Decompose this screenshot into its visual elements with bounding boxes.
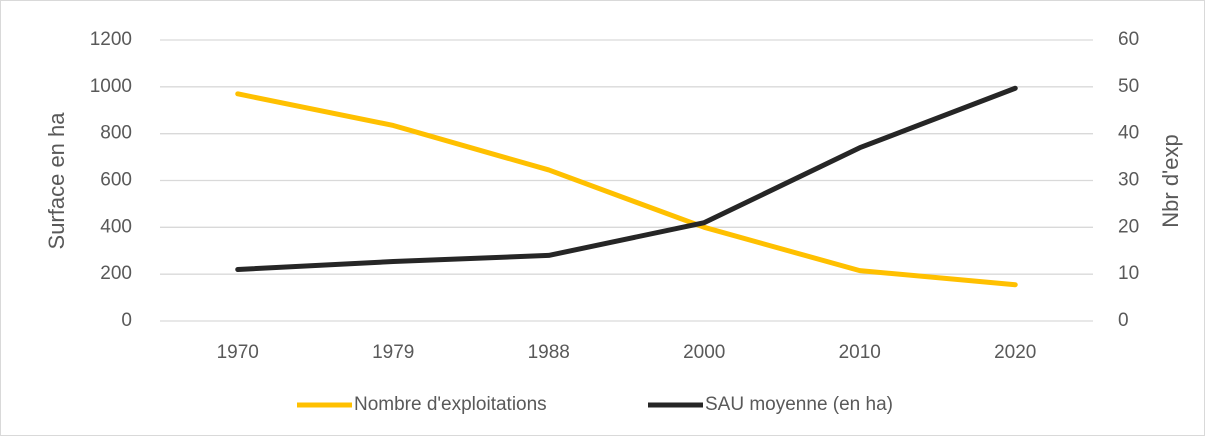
y2-tick-label: 60 xyxy=(1118,29,1139,50)
y2-tick-label: 20 xyxy=(1118,216,1139,237)
x-tick-label: 1979 xyxy=(372,342,414,363)
y-tick-label: 600 xyxy=(100,170,132,191)
line-series xyxy=(235,85,1018,272)
x-tick-label: 2010 xyxy=(839,342,881,363)
x-tick-label: 1970 xyxy=(217,342,259,363)
y2-tick-label: 50 xyxy=(1118,76,1139,97)
y-tick-label: 200 xyxy=(100,263,132,284)
y2-tick-label: 0 xyxy=(1118,310,1129,331)
x-tick-label: 2000 xyxy=(683,342,725,363)
y2-tick-label: 40 xyxy=(1118,123,1139,144)
legend-label: SAU moyenne (en ha) xyxy=(705,394,893,415)
y2-tick-label: 10 xyxy=(1118,263,1139,284)
y2-tick-label: 30 xyxy=(1118,170,1139,191)
y-tick-label: 1200 xyxy=(90,29,132,50)
x-tick-label: 2020 xyxy=(994,342,1036,363)
y-axis-label: Surface en ha xyxy=(44,112,69,250)
y-tick-label: 1000 xyxy=(90,76,132,97)
y-tick-label: 800 xyxy=(100,123,132,144)
y-tick-label: 400 xyxy=(100,216,132,237)
y-tick-label: 0 xyxy=(121,310,132,331)
line-series xyxy=(235,91,1018,288)
legend-label: Nombre d'exploitations xyxy=(354,394,547,415)
y2-axis-label: Nbr d'exp xyxy=(1158,134,1183,227)
x-tick-label: 1988 xyxy=(528,342,570,363)
